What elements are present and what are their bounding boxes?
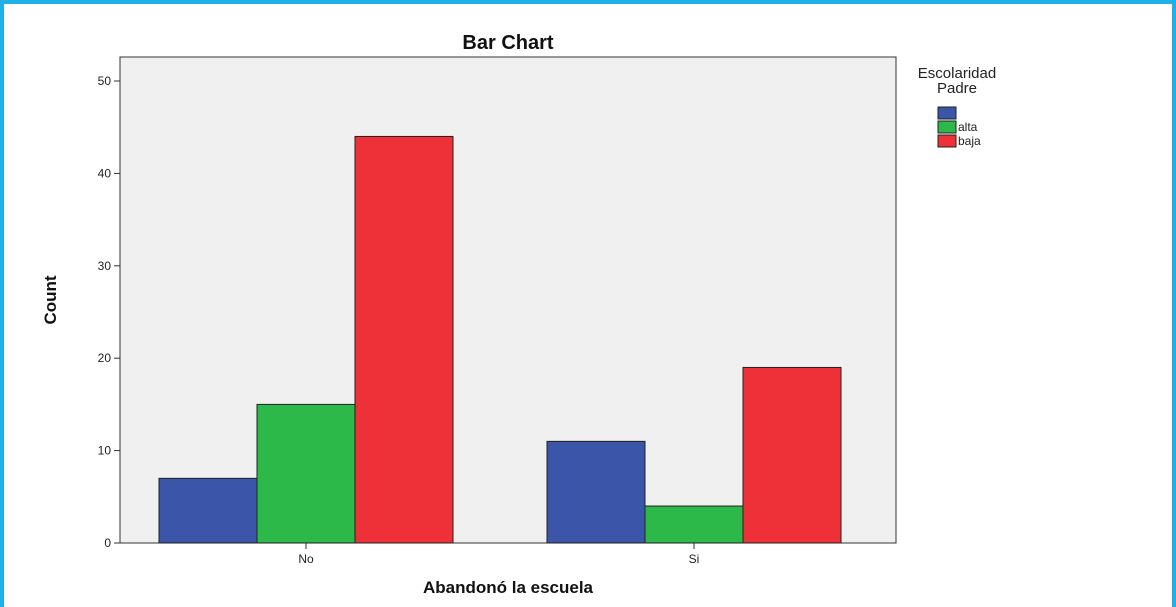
y-tick-label: 0 [104,536,111,550]
y-tick-label: 20 [98,351,112,365]
y-tick-label: 40 [98,166,112,180]
x-axis-label: Abandonó la escuela [423,578,594,597]
bar-alta-no [256,403,356,544]
y-axis-label: Count [41,275,60,324]
x-tick-label: Si [689,552,700,566]
bar-baja-si [742,366,842,544]
bar-alta-si [644,505,744,544]
legend-swatch [937,106,957,120]
legend-label: alta [958,120,978,134]
bars [158,135,842,544]
y-tick-label: 30 [98,259,112,273]
bar-missing-no [158,477,258,544]
bar-missing-si [546,440,646,544]
chart-title: Bar Chart [462,32,553,54]
y-axis: 0 10 20 30 40 50 [98,74,120,550]
y-tick-label: 10 [98,444,112,458]
y-tick-label: 50 [98,74,112,88]
legend-swatch [937,134,957,148]
bar-baja-no [354,135,454,544]
legend-swatch [937,120,957,134]
x-tick-label: No [298,552,314,566]
legend-label: baja [958,134,981,148]
legend-title-line2: Padre [937,80,977,97]
x-axis: No Si [298,543,699,566]
legend-title-line1: Escolaridad [918,65,996,82]
